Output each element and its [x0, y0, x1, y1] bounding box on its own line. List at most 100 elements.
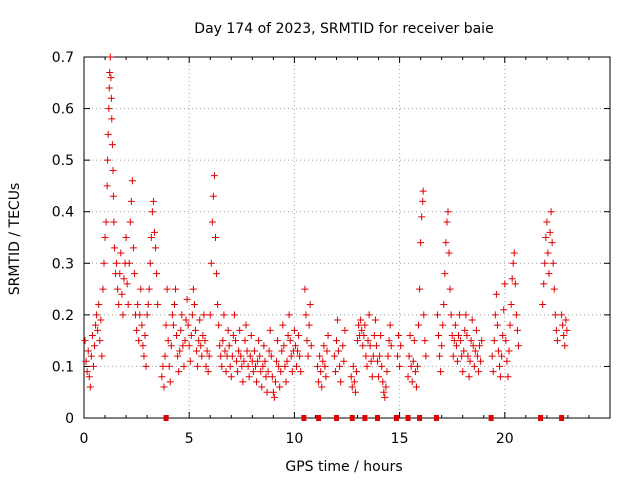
data-point-327 [462, 311, 470, 319]
data-point-265 [376, 352, 384, 360]
data-point-60 [137, 285, 145, 293]
data-point-210 [301, 285, 309, 293]
data-point-77 [158, 373, 166, 381]
data-point-306 [440, 301, 448, 309]
data-point-262 [372, 342, 380, 350]
data-point-370 [540, 280, 548, 288]
data-point-149 [234, 368, 242, 376]
data-point-6 [87, 352, 95, 360]
data-point-386 [560, 331, 568, 339]
data-point-10 [92, 321, 100, 329]
data-point-252 [362, 352, 370, 360]
data-point-98 [180, 362, 188, 370]
data-point-137 [221, 347, 229, 355]
data-point-255 [365, 311, 373, 319]
data-point-86 [167, 342, 175, 350]
data-point-49 [125, 259, 133, 267]
data-point-148 [233, 357, 241, 365]
data-point-156 [241, 337, 249, 345]
data-point-295 [419, 197, 427, 205]
data-point-241 [350, 378, 358, 386]
data-point-134 [218, 362, 226, 370]
data-point-190 [277, 368, 285, 376]
data-point-185 [271, 378, 279, 386]
data-point-330 [465, 373, 473, 381]
data-point-339 [475, 368, 482, 376]
data-point-136 [220, 311, 228, 319]
data-point-84 [165, 362, 173, 370]
data-point-316 [450, 337, 458, 345]
data-point-121 [204, 368, 212, 376]
data-point-132 [216, 342, 224, 350]
data-point-110 [193, 347, 201, 355]
data-point-26 [106, 68, 114, 76]
data-point-37 [113, 259, 121, 267]
data-point-329 [464, 352, 472, 360]
data-point-73 [150, 228, 158, 236]
data-point-154 [239, 378, 247, 386]
data-point-240 [349, 362, 357, 370]
data-point-258 [368, 373, 376, 381]
data-point-235 [339, 342, 347, 350]
data-point-273 [384, 352, 392, 360]
data-point-178 [264, 368, 272, 376]
data-point-212 [303, 337, 311, 345]
y-tick-label-6: 0.6 [52, 102, 74, 118]
y-tick-label-3: 0.3 [52, 256, 74, 272]
data-point-5 [86, 383, 94, 391]
data-point-196 [283, 357, 291, 365]
data-point-245 [355, 321, 363, 329]
data-point-260 [370, 331, 378, 339]
data-point-33 [109, 192, 117, 200]
data-point-142 [226, 362, 234, 370]
data-point-310 [444, 208, 452, 216]
data-point-365 [511, 280, 519, 288]
data-point-276 [387, 342, 395, 350]
data-point-62 [139, 342, 147, 350]
data-point-186 [273, 357, 281, 365]
data-point-206 [294, 347, 302, 355]
data-point-336 [471, 347, 479, 355]
data-point-18 [100, 259, 108, 267]
data-point-165 [250, 347, 258, 355]
data-point-231 [334, 316, 342, 324]
data-point-223 [320, 342, 328, 350]
data-point-99 [181, 337, 189, 345]
data-point-326 [461, 326, 469, 334]
data-point-7 [88, 331, 96, 339]
data-point-292 [416, 285, 424, 293]
data-point-281 [404, 373, 412, 381]
data-point-278 [395, 331, 403, 339]
x-tick-label-2: 10 [285, 431, 303, 447]
data-point-269 [380, 388, 388, 396]
data-point-332 [467, 337, 475, 345]
data-point-69 [146, 259, 154, 267]
data-point-94 [176, 347, 184, 355]
data-point-17 [99, 285, 107, 293]
data-point-102 [184, 321, 192, 329]
data-point-74 [152, 244, 160, 252]
data-point-312 [446, 285, 454, 293]
data-point-358 [504, 373, 512, 381]
data-point-283 [406, 331, 414, 339]
data-point-127 [210, 172, 218, 180]
data-point-324 [459, 368, 467, 376]
data-point-375 [545, 270, 553, 278]
data-point-197 [284, 331, 292, 339]
data-point-64 [141, 331, 149, 339]
data-point-321 [456, 311, 464, 319]
data-point-179 [265, 347, 273, 355]
data-point-68 [145, 285, 153, 293]
data-point-85 [166, 378, 174, 386]
data-point-131 [215, 321, 223, 329]
data-point-25 [105, 84, 113, 92]
gap-marker-10 [433, 415, 439, 421]
data-point-333 [468, 316, 476, 324]
data-point-288 [411, 368, 419, 376]
data-point-81 [162, 321, 170, 329]
data-point-187 [274, 337, 282, 345]
data-point-238 [347, 373, 355, 381]
data-point-19 [101, 234, 109, 241]
data-point-261 [371, 316, 379, 324]
data-point-323 [458, 352, 466, 360]
